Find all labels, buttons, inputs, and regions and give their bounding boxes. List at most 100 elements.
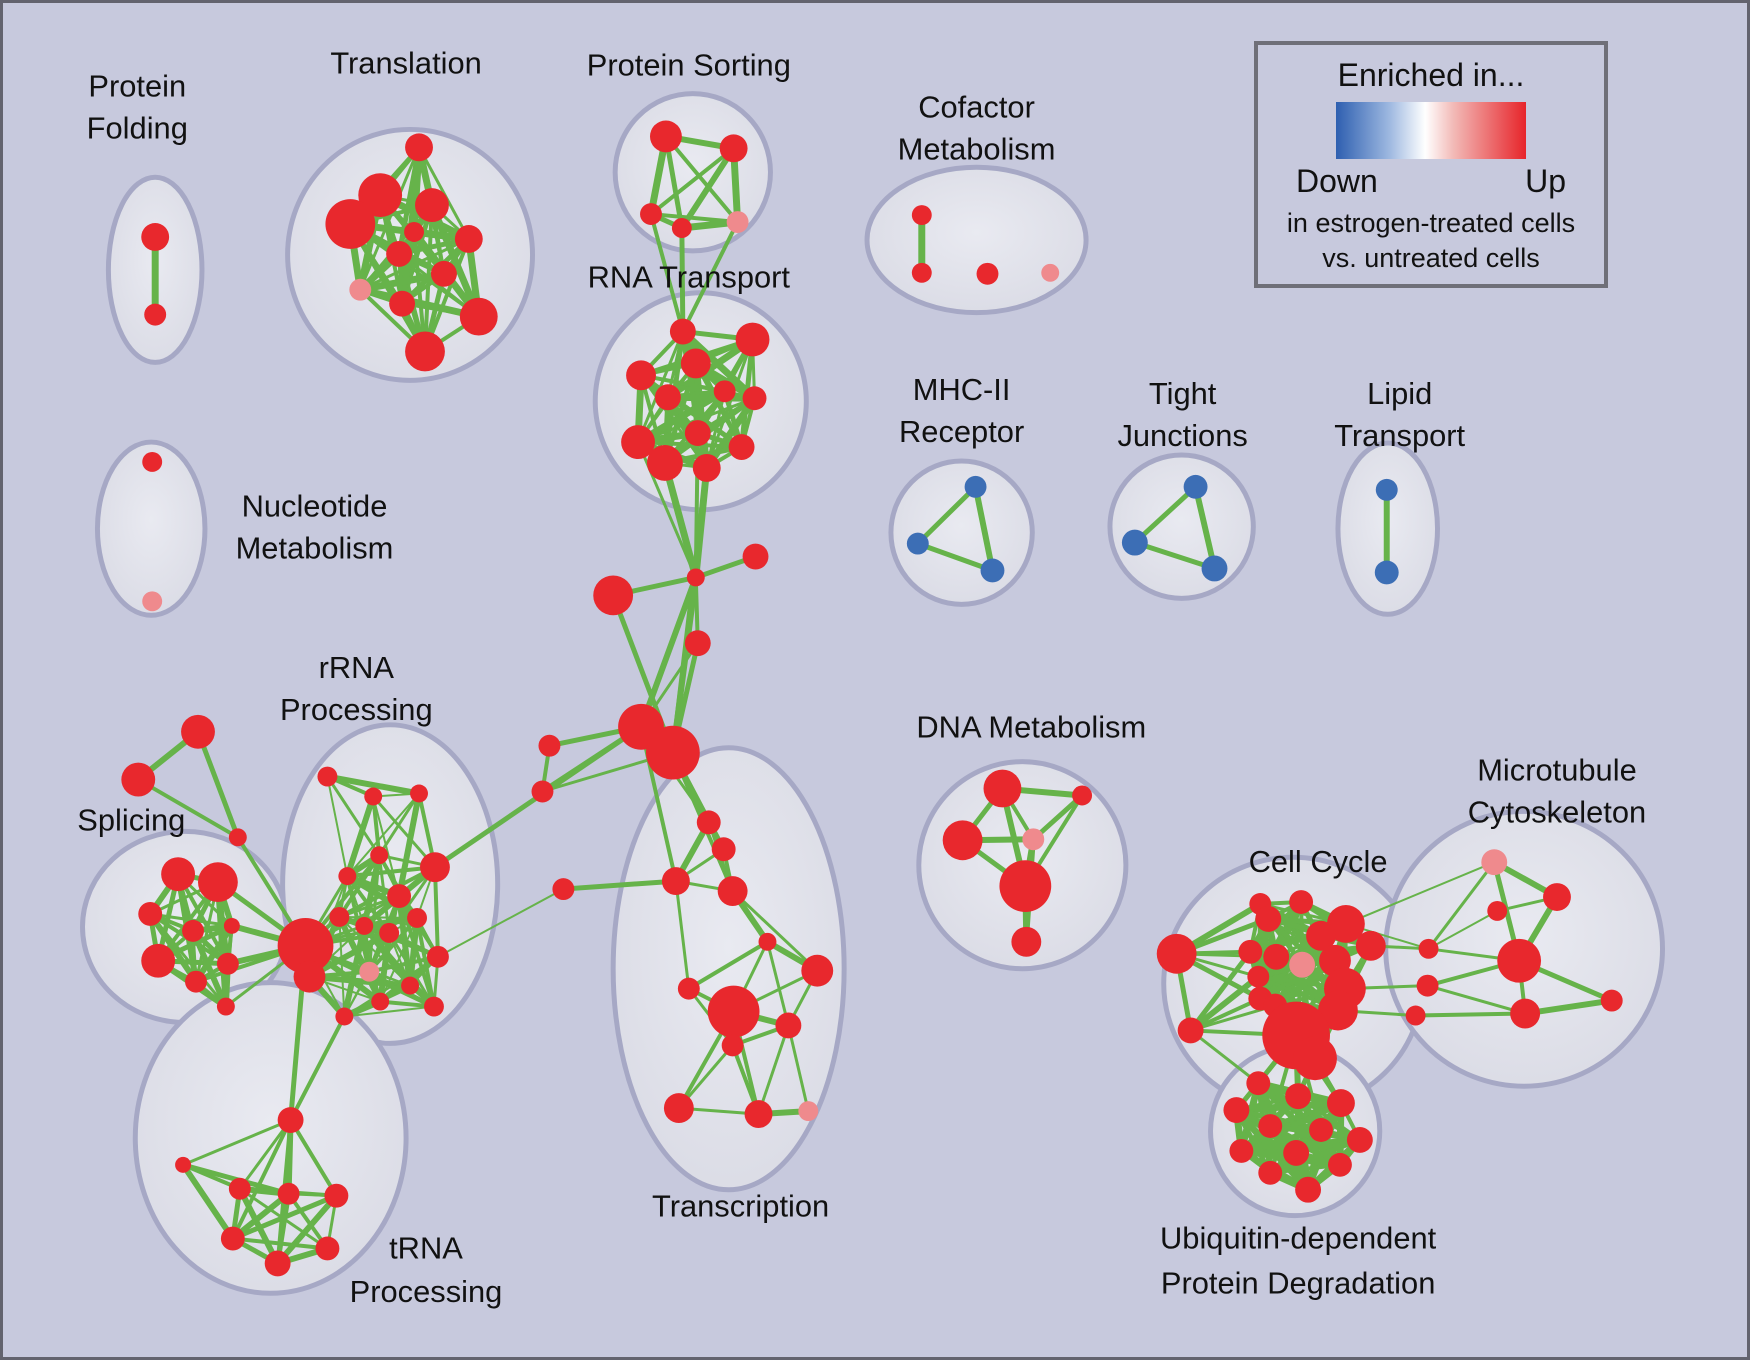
gene-set-node	[801, 954, 834, 987]
gene-set-node	[185, 970, 207, 993]
gene-set-node	[1375, 478, 1398, 501]
gene-set-node	[349, 278, 372, 301]
gene-set-node	[329, 906, 350, 927]
overlap-edge	[636, 440, 744, 450]
overlap-edge	[379, 916, 419, 1003]
gene-set-node	[742, 386, 767, 411]
cluster-label-trna-processing: Processing	[350, 1274, 503, 1309]
overlap-edge	[367, 915, 420, 974]
gene-set-node	[216, 997, 235, 1016]
gene-set-node	[735, 322, 770, 357]
overlap-edge	[344, 793, 377, 880]
gene-set-node	[459, 297, 498, 336]
gene-set-node	[1201, 555, 1228, 582]
overlap-edge	[367, 954, 440, 974]
overlap-edge	[638, 574, 699, 730]
gene-set-node	[669, 318, 696, 345]
gene-set-node	[911, 262, 932, 283]
overlap-edge	[1413, 1011, 1528, 1018]
gene-set-node	[228, 1177, 251, 1200]
gene-set-node	[713, 380, 736, 403]
cluster-ellipse-trna-processing	[132, 980, 409, 1296]
gene-set-node	[692, 454, 721, 482]
gene-set-node	[410, 784, 428, 803]
gene-set-node	[1374, 560, 1399, 585]
gene-set-node	[141, 223, 170, 251]
legend-box: Enriched in... Down Up in estrogen-treat…	[1254, 41, 1608, 288]
cluster-ellipse-cofactor-metabolism	[864, 164, 1089, 316]
overlap-edge	[377, 792, 421, 857]
gene-set-node	[198, 862, 238, 903]
cluster-label-mhc-ii-receptor: MHC-II	[913, 372, 1011, 407]
gene-set-node	[370, 846, 389, 865]
cluster-label-mhc-ii-receptor: Receptor	[899, 414, 1024, 449]
cluster-label-nucleotide-metabolism: Nucleotide	[242, 489, 388, 524]
gene-set-node	[593, 575, 634, 616]
gene-set-node	[277, 1182, 300, 1205]
gene-set-node	[386, 240, 413, 267]
gene-set-node	[220, 1226, 245, 1251]
gene-set-node	[646, 725, 700, 780]
overlap-edge	[136, 777, 240, 840]
gene-set-node	[552, 878, 575, 901]
overlap-edge	[358, 230, 416, 292]
overlap-edge	[915, 484, 979, 547]
gene-set-node	[671, 218, 692, 238]
gene-set-node	[1600, 989, 1623, 1012]
gene-set-node	[1229, 1138, 1254, 1163]
network-canvas: Protein Folding Translation Protein Sorting…	[77, 46, 1665, 1309]
gene-set-node	[142, 452, 163, 472]
overlap-edge	[325, 775, 381, 857]
cluster-label-protein-folding: Protein	[88, 69, 186, 104]
cluster-ellipse-nucleotide-metabolism	[94, 439, 208, 618]
gene-set-node	[621, 425, 655, 459]
overlap-edge	[371, 794, 437, 869]
gene-set-node	[711, 837, 736, 862]
gene-set-node	[626, 360, 656, 391]
gene-set-node	[315, 1236, 340, 1261]
gene-set-node	[338, 867, 357, 886]
gene-set-node	[911, 205, 932, 226]
overlap-edge	[703, 394, 759, 472]
gene-set-node	[1418, 938, 1439, 959]
overlap-edge	[230, 1193, 339, 1242]
gene-set-node	[775, 1012, 802, 1039]
gene-set-node	[216, 952, 239, 975]
overlap-edge	[415, 915, 436, 1009]
legend-title: Enriched in...	[1337, 57, 1525, 93]
overlap-edge	[1189, 1028, 1260, 1085]
overlap-edge	[636, 396, 757, 444]
gene-set-node	[1309, 1118, 1333, 1142]
cluster-label-cell-cycle: Cell Cycle	[1249, 844, 1388, 879]
overlap-edge	[288, 1014, 347, 1123]
overlap-edge	[326, 775, 349, 878]
gene-set-node	[744, 1100, 773, 1129]
gene-set-node	[1487, 901, 1508, 921]
overlap-edge	[1427, 860, 1496, 951]
gene-set-node	[415, 188, 449, 223]
gene-set-node	[1258, 1114, 1283, 1138]
gene-set-node	[1497, 938, 1542, 983]
cluster-label-tight-junctions: Junctions	[1117, 418, 1247, 453]
gene-set-node	[1247, 965, 1270, 988]
overlap-edge	[343, 1005, 435, 1018]
gene-set-node	[1510, 998, 1541, 1029]
overlap-edge	[679, 225, 686, 335]
gene-set-node	[181, 714, 215, 749]
gene-set-node	[1072, 785, 1093, 806]
cluster-ellipse-tight-junctions	[1107, 452, 1256, 601]
cluster-label-lipid-transport: Transport	[1334, 418, 1465, 453]
gene-set-node	[405, 331, 445, 372]
overlap-edge	[663, 134, 740, 225]
gene-set-node	[680, 348, 711, 379]
gene-set-node	[420, 852, 450, 883]
overlap-edge	[1427, 909, 1499, 950]
gene-set-node	[359, 961, 380, 982]
gene-set-node	[983, 769, 1022, 808]
gene-set-node	[1318, 990, 1358, 1031]
gene-set-node	[141, 943, 176, 978]
gene-set-node	[1283, 1139, 1310, 1166]
overlap-edge	[1132, 540, 1217, 571]
gene-set-node	[1481, 849, 1508, 876]
cluster-label-nucleotide-metabolism: Metabolism	[236, 531, 394, 566]
